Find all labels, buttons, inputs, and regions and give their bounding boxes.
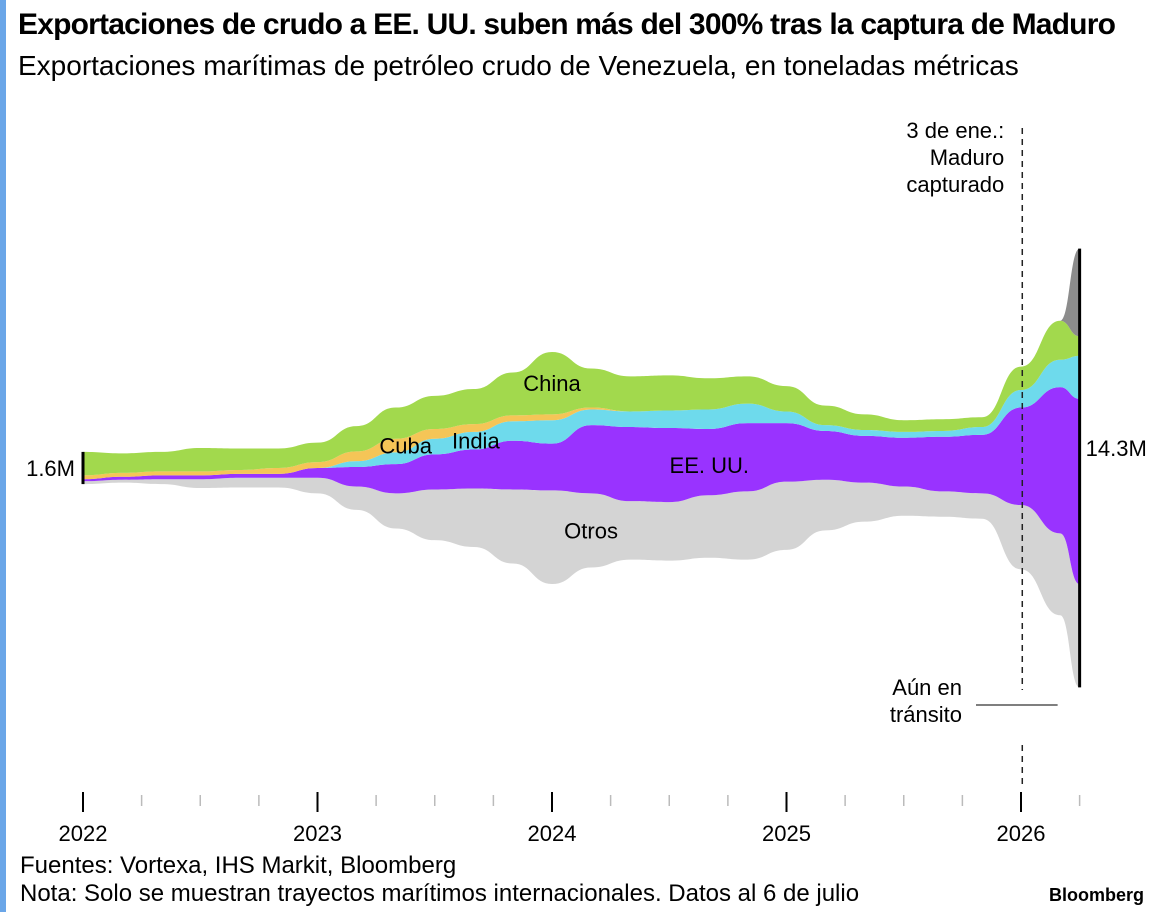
series-label-ee-uu: EE. UU. xyxy=(670,453,749,478)
chart-subtitle: Exportaciones marítimas de petróleo crud… xyxy=(18,50,1019,81)
x-tick-label: 2023 xyxy=(293,821,342,846)
in-transit-label-line-2: tránsito xyxy=(890,702,962,727)
chart-title: Exportaciones de crudo a EE. UU. suben m… xyxy=(18,8,1116,41)
series-label-cuba: Cuba xyxy=(379,434,432,459)
frame-accent-bar xyxy=(0,0,6,912)
x-tick-label: 2022 xyxy=(59,821,108,846)
sources-note: Fuentes: Vortexa, IHS Markit, Bloomberg xyxy=(20,852,457,879)
series-label-otros: Otros xyxy=(564,518,618,543)
x-tick-label: 2026 xyxy=(997,821,1046,846)
start-value-label: 1.6M xyxy=(26,456,75,481)
data-note: Nota: Solo se muestran trayectos marítim… xyxy=(20,880,860,907)
x-tick-label: 2024 xyxy=(528,821,577,846)
annotation-text-line-3: capturado xyxy=(906,172,1004,197)
x-tick-label: 2025 xyxy=(762,821,811,846)
series-area-ee-uu xyxy=(83,387,1080,585)
series-label-india: India xyxy=(452,429,500,454)
in-transit-label-line-1: Aún en xyxy=(892,675,962,700)
series-area-china xyxy=(83,320,1080,476)
end-value-label: 14.3M xyxy=(1086,436,1147,461)
annotation-text-line-2: Maduro xyxy=(930,145,1005,170)
bloomberg-logo: Bloomberg xyxy=(1048,885,1144,905)
series-area-otros xyxy=(83,477,1080,688)
annotation-text-line-1: 3 de ene.: xyxy=(906,118,1004,143)
series-label-china: China xyxy=(523,371,581,396)
series-area-india xyxy=(83,355,1080,480)
